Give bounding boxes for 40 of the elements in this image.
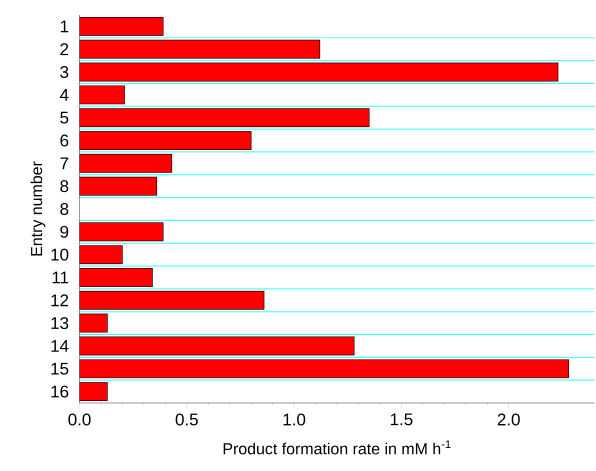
y-tick-label: 2 xyxy=(60,43,68,56)
y-tick-label: 10 xyxy=(51,248,68,261)
x-tick-label: 0.0 xyxy=(68,414,91,426)
bar xyxy=(80,108,370,128)
y-tick-label: 6 xyxy=(60,134,68,147)
x-tick-label: 1.0 xyxy=(284,414,306,426)
bar xyxy=(80,382,108,402)
y-tick-label: 4 xyxy=(60,89,68,101)
y-tick-label: 16 xyxy=(51,386,68,398)
y-tick-label: 5 xyxy=(60,112,68,124)
y-tick-label: 8 xyxy=(60,180,68,192)
y-tick-label: 1 xyxy=(60,20,68,32)
x-axis-title: Product formation rate in mM h$^{-1}$ xyxy=(224,440,451,454)
y-tick-label: 7 xyxy=(60,158,68,170)
bar xyxy=(80,176,158,196)
bar xyxy=(80,268,153,287)
bar xyxy=(80,222,164,242)
bar xyxy=(80,290,264,310)
x-tick-label: 2.0 xyxy=(498,414,520,426)
y-tick-label: 15 xyxy=(51,362,68,375)
bar xyxy=(80,16,164,36)
x-tick-label: 0.5 xyxy=(176,414,198,426)
y-tick-label: 14 xyxy=(51,340,68,352)
bar xyxy=(80,40,320,59)
bar xyxy=(80,154,172,173)
y-tick-label: 11 xyxy=(52,272,68,284)
bar xyxy=(80,245,123,264)
y-axis-title: Entry number xyxy=(30,161,46,256)
bar xyxy=(80,336,354,356)
y-tick-label: 8 xyxy=(60,202,68,215)
y-tick-label: 13 xyxy=(51,317,68,330)
bar xyxy=(80,359,570,378)
y-tick-label: 9 xyxy=(60,226,68,238)
bar xyxy=(80,131,252,150)
bar xyxy=(80,85,125,104)
y-tick-label: 12 xyxy=(51,294,68,306)
bar xyxy=(80,62,558,82)
x-tick-label: 1.5 xyxy=(390,414,412,426)
y-tick-label: 3 xyxy=(60,66,68,78)
bar xyxy=(80,314,108,333)
